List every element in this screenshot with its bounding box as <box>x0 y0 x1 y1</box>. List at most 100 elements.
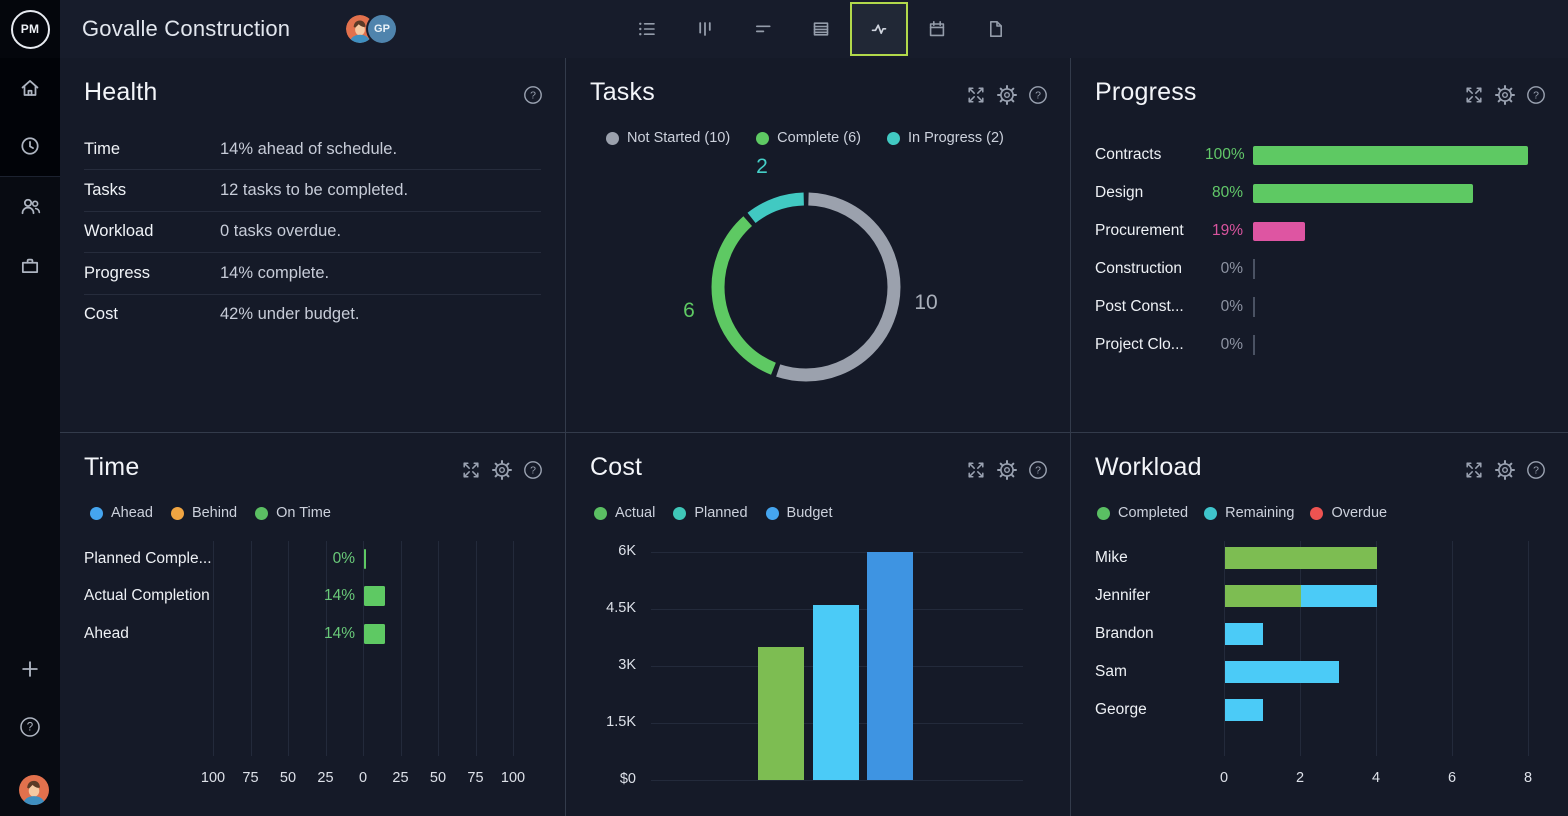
legend-dot <box>606 131 619 145</box>
gridline <box>1528 541 1529 756</box>
dashboard-view-icon[interactable] <box>850 2 908 56</box>
app-logo[interactable]: PM <box>0 0 60 58</box>
expand-icon[interactable] <box>966 460 986 480</box>
help-icon[interactable]: ? <box>1526 85 1546 105</box>
bar-segment <box>1225 699 1263 721</box>
progress-bar-chart: Contracts 100% Design 80% Procurement 19% Cons… <box>1095 136 1568 364</box>
legend-dot <box>1097 506 1110 520</box>
x-axis-tick: 75 <box>467 770 484 786</box>
svg-text:?: ? <box>530 464 536 476</box>
bar <box>1225 623 1263 645</box>
legend-dot <box>1310 506 1324 520</box>
workload-row-label: Jennifer <box>1095 587 1151 604</box>
legend-item: Actual <box>594 505 655 521</box>
expand-icon[interactable] <box>966 85 986 105</box>
calendar-view-icon[interactable] <box>908 0 966 58</box>
help-icon[interactable]: ? <box>1028 460 1048 480</box>
member-avatar[interactable] <box>346 15 374 43</box>
sidebar-top-section <box>0 58 60 177</box>
help-icon[interactable]: ? <box>19 716 41 738</box>
help-icon[interactable]: ? <box>1526 460 1546 480</box>
gear-icon[interactable] <box>1495 85 1515 105</box>
progress-bar-track <box>1253 297 1528 317</box>
user-avatar[interactable] <box>19 775 49 806</box>
cost-panel-title: Cost <box>590 453 643 481</box>
gear-icon[interactable] <box>1495 460 1515 480</box>
help-icon[interactable]: ? <box>523 85 543 105</box>
health-row: Progress 14% complete. <box>84 253 541 295</box>
legend-dot <box>886 131 900 145</box>
x-axis-tick: 75 <box>242 770 259 786</box>
gridline <box>250 541 252 756</box>
bar-segment <box>1225 623 1263 645</box>
x-axis-tick: 8 <box>1523 770 1533 786</box>
avatar-initials[interactable]: GP <box>368 15 396 43</box>
legend-dot <box>673 506 687 520</box>
tasks-panel: Tasks ? Not Started (10) Complete (6) In P… <box>565 58 1070 432</box>
progress-panel-title: Progress <box>1095 78 1197 106</box>
legend-item: Behind <box>170 505 237 521</box>
legend-item: Completed <box>1097 505 1188 521</box>
plus-icon[interactable] <box>19 658 41 680</box>
expand-icon[interactable] <box>1464 85 1484 105</box>
workload-panel: Workload ? Completed Remaining Overdue 0 2 4… <box>1070 432 1568 816</box>
time-bar-chart: 100 75 50 25 0 25 50 75 100 Planned Comple... 0% Ac… <box>60 433 565 816</box>
board-view-icon[interactable] <box>676 0 734 58</box>
briefcase-icon[interactable] <box>19 254 41 276</box>
gantt-view-icon[interactable] <box>734 0 792 58</box>
progress-row-percent: 19% <box>1211 222 1243 239</box>
bar-segment <box>1301 585 1377 607</box>
health-summary-table: Time 14% ahead of schedule. Tasks 12 tasks … <box>84 129 541 335</box>
workload-panel-title: Workload <box>1095 453 1202 481</box>
gridline <box>400 541 402 756</box>
gridline <box>363 541 364 756</box>
health-panel-title: Health <box>84 78 158 106</box>
legend-item: On Time <box>255 505 331 521</box>
time-panel-title: Time <box>84 453 140 481</box>
expand-icon[interactable] <box>461 460 481 480</box>
x-axis-tick: 0 <box>358 770 368 786</box>
team-icon[interactable] <box>19 195 41 217</box>
y-axis-tick: 3K <box>618 657 636 673</box>
health-row: Cost 42% under budget. <box>84 295 541 335</box>
gridline <box>213 541 214 756</box>
legend-item: Complete (6) <box>756 130 861 146</box>
list-view-icon[interactable] <box>618 0 676 58</box>
time-row-label: Actual Completion <box>84 587 210 604</box>
bar <box>1225 661 1339 683</box>
pm-logo-icon: PM <box>10 9 50 49</box>
cost-column-chart: 6K 4.5K 3K 1.5K $0 <box>566 433 1070 816</box>
health-row-label: Time <box>84 139 121 158</box>
progress-row: Contracts 100% <box>1095 136 1568 174</box>
workload-row-label: Sam <box>1095 663 1127 680</box>
svg-text:?: ? <box>1533 89 1539 101</box>
cost-panel: Cost ? Actual Planned Budget 6K 4.5K 3K 1.5K $… <box>565 432 1070 816</box>
gridline <box>325 541 327 756</box>
gear-icon[interactable] <box>997 460 1017 480</box>
help-icon[interactable]: ? <box>523 460 543 480</box>
help-icon[interactable]: ? <box>1028 85 1048 105</box>
gridline <box>1300 541 1301 756</box>
expand-icon[interactable] <box>1464 460 1484 480</box>
document-view-icon[interactable] <box>966 0 1024 58</box>
x-axis-tick: 100 <box>500 770 526 786</box>
legend-item: Ahead <box>90 505 153 521</box>
bar-segment <box>1225 661 1339 683</box>
health-row: Workload 0 tasks overdue. <box>84 212 541 254</box>
gear-icon[interactable] <box>997 85 1017 105</box>
clock-icon[interactable] <box>19 135 41 157</box>
time-row-label: Planned Comple... <box>84 550 212 567</box>
gear-icon[interactable] <box>492 460 512 480</box>
health-row-label: Tasks <box>84 181 127 200</box>
x-axis-tick: 50 <box>429 770 447 786</box>
progress-row: Post Const... 0% <box>1095 288 1568 326</box>
topbar: PM Govalle Construction GP <box>0 0 1568 59</box>
table-view-icon[interactable] <box>792 0 850 58</box>
progress-row: Procurement 19% <box>1095 212 1568 250</box>
health-row-label: Workload <box>84 222 154 241</box>
home-icon[interactable] <box>19 77 41 99</box>
bar <box>364 586 385 606</box>
legend-item: Overdue <box>1310 505 1387 521</box>
gridline <box>513 541 514 756</box>
health-panel: Health ? Time 14% ahead of schedule. Tasks… <box>60 58 565 432</box>
